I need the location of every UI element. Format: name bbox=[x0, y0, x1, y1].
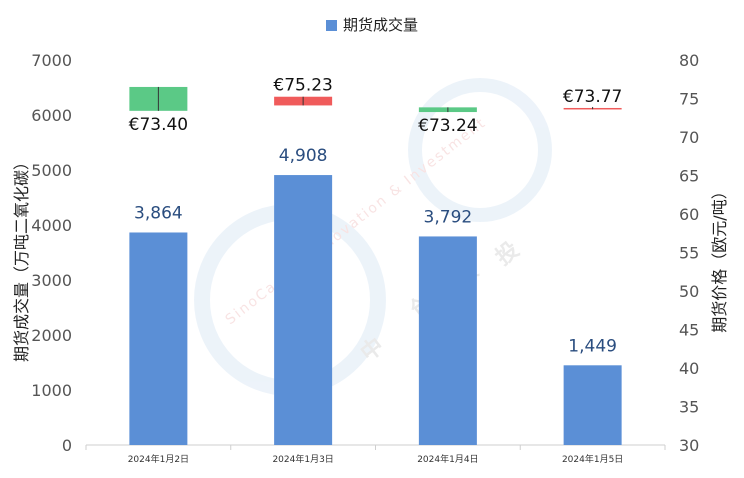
y-right-tick-label: 35 bbox=[679, 398, 699, 417]
y-right-tick-label: 80 bbox=[679, 51, 699, 70]
price-label: €73.77 bbox=[563, 87, 622, 107]
y-right-tick-label: 45 bbox=[679, 321, 699, 340]
volume-bar bbox=[129, 232, 188, 445]
y-left-tick-label: 0 bbox=[62, 436, 72, 455]
price-label: €75.23 bbox=[273, 76, 332, 96]
price-label: €73.24 bbox=[418, 116, 477, 136]
y-right-tick-label: 55 bbox=[679, 244, 699, 263]
y-left-tick-label: 7000 bbox=[31, 51, 72, 70]
x-tick-label: 2024年1月4日 bbox=[417, 453, 478, 465]
volume-bar bbox=[274, 175, 333, 445]
chart-legend: 期货成交量 bbox=[0, 14, 744, 35]
bar-data-label: 3,792 bbox=[424, 207, 473, 227]
watermark-ring-right bbox=[408, 78, 552, 222]
bar-data-label: 4,908 bbox=[279, 146, 328, 166]
watermark-cn-char: 投 bbox=[491, 237, 524, 270]
y-right-tick-label: 40 bbox=[679, 359, 699, 378]
y-right-tick-label: 30 bbox=[679, 436, 699, 455]
y-left-tick-label: 1000 bbox=[31, 381, 72, 400]
volume-bar bbox=[418, 236, 477, 445]
y-left-tick-label: 5000 bbox=[31, 161, 72, 180]
y-left-tick-label: 4000 bbox=[31, 216, 72, 235]
volume-bar bbox=[563, 365, 622, 445]
bar-data-label: 1,449 bbox=[568, 336, 617, 356]
x-tick-label: 2024年1月2日 bbox=[128, 453, 189, 465]
legend-label: 期货成交量 bbox=[342, 16, 418, 34]
watermark: SinoCarbon Innovation & Investment中创碳投 bbox=[194, 78, 552, 396]
y-left-tick-label: 6000 bbox=[31, 106, 72, 125]
y-right-tick-label: 75 bbox=[679, 90, 699, 109]
y-right-tick-label: 60 bbox=[679, 205, 699, 224]
y-left-tick-label: 2000 bbox=[31, 326, 72, 345]
y-right-tick-label: 65 bbox=[679, 167, 699, 186]
x-tick-label: 2024年1月5日 bbox=[562, 453, 623, 465]
legend-swatch bbox=[325, 20, 337, 31]
price-label: €73.40 bbox=[129, 115, 188, 135]
bar-data-label: 3,864 bbox=[134, 203, 183, 223]
y-left-tick-label: 3000 bbox=[31, 271, 72, 290]
x-tick-label: 2024年1月3日 bbox=[272, 453, 333, 465]
y-right-tick-label: 70 bbox=[679, 128, 699, 147]
y-right-tick-label: 50 bbox=[679, 282, 699, 301]
